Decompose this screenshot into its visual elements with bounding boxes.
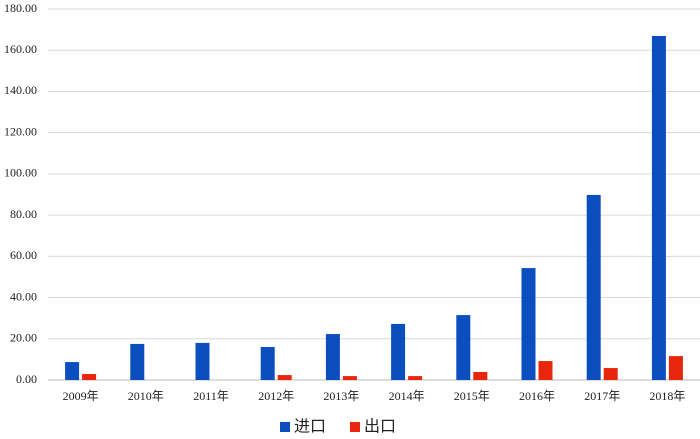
- legend-label: 出口: [364, 417, 396, 436]
- legend-swatch: [350, 422, 360, 432]
- bar: [603, 368, 618, 380]
- x-tick-label: 2016年: [519, 389, 555, 403]
- bar: [260, 347, 275, 380]
- bar: [456, 315, 471, 380]
- y-tick-label: 40.00: [10, 289, 37, 303]
- x-tick-label: 2011年: [193, 389, 229, 403]
- y-tick-label: 0.00: [16, 372, 37, 386]
- x-tick-label: 2014年: [389, 389, 425, 403]
- bar: [408, 376, 423, 380]
- bar: [651, 36, 666, 381]
- bar: [82, 374, 97, 380]
- bar: [277, 375, 292, 380]
- y-tick-label: 120.00: [4, 124, 37, 138]
- legend-label: 进口: [294, 417, 326, 436]
- bar: [65, 362, 80, 380]
- x-tick-label: 2010年: [128, 389, 164, 403]
- legend-swatch: [280, 422, 290, 432]
- x-tick-label: 2017年: [584, 389, 620, 403]
- x-tick-label: 2015年: [454, 389, 490, 403]
- y-tick-label: 20.00: [10, 331, 37, 345]
- y-tick-label: 140.00: [4, 83, 37, 97]
- y-tick-label: 60.00: [10, 248, 37, 262]
- bar: [195, 342, 210, 380]
- y-tick-label: 100.00: [4, 166, 37, 180]
- bar: [521, 268, 536, 380]
- bar: [342, 376, 357, 380]
- bar: [325, 334, 340, 380]
- y-tick-label: 180.00: [4, 1, 37, 15]
- bar: [538, 361, 553, 380]
- bar: [130, 343, 145, 380]
- bar: [586, 194, 601, 380]
- y-tick-label: 160.00: [4, 42, 37, 56]
- bar: [391, 323, 406, 380]
- x-tick-label: 2013年: [323, 389, 359, 403]
- x-tick-label: 2009年: [63, 389, 99, 403]
- bar: [668, 356, 683, 380]
- y-tick-label: 80.00: [10, 207, 37, 221]
- x-tick-label: 2012年: [258, 389, 294, 403]
- x-tick-label: 2018年: [649, 389, 685, 403]
- bar: [473, 371, 488, 380]
